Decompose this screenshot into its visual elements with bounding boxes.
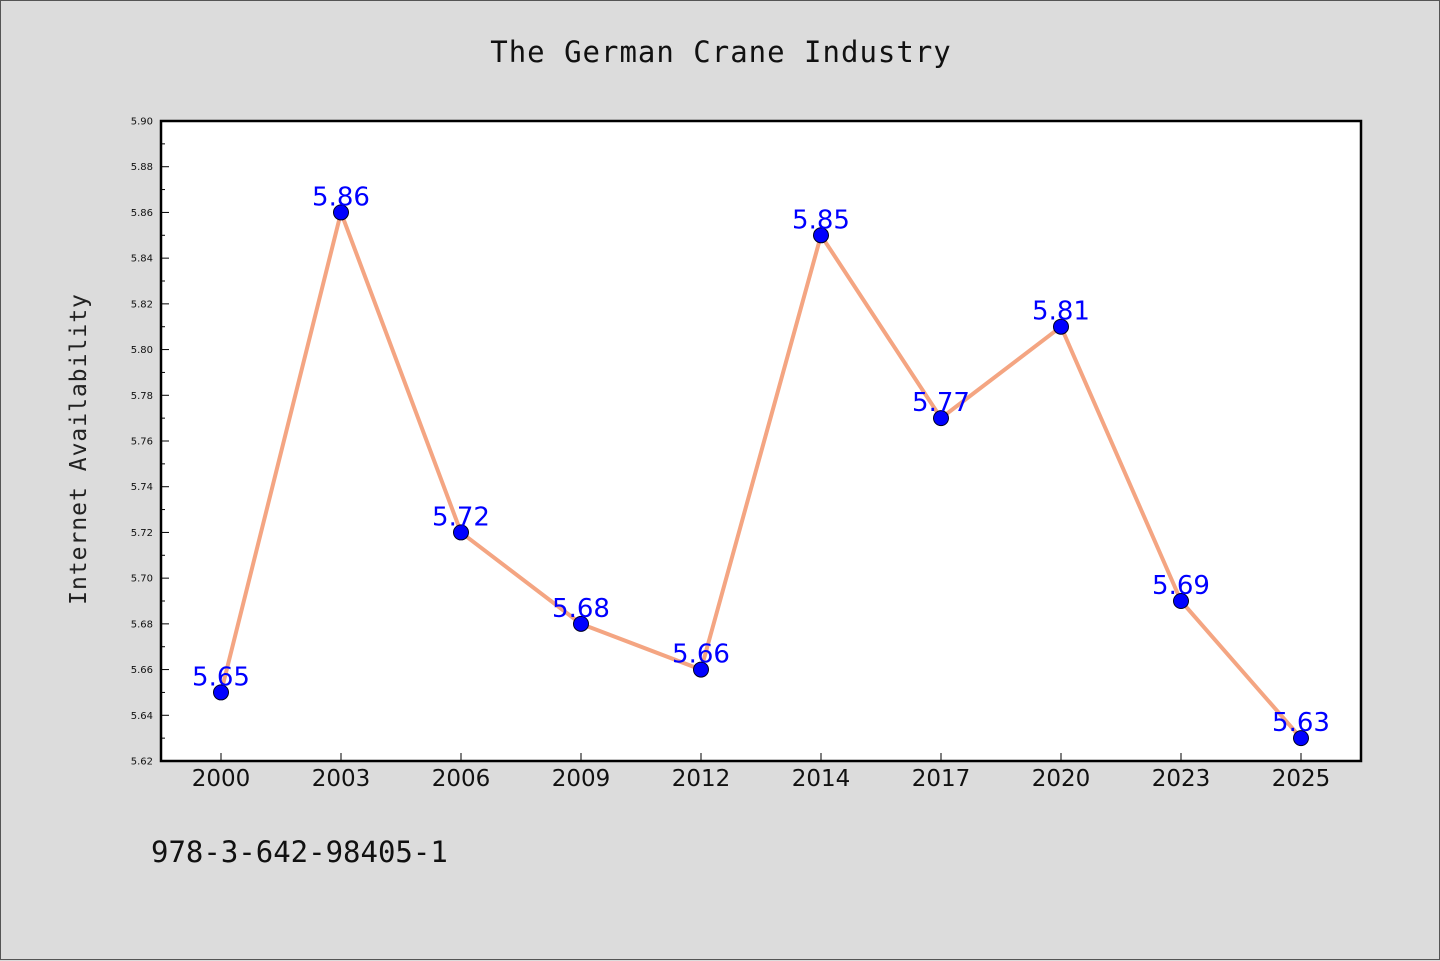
x-tick-label: 2025 (1272, 766, 1331, 792)
series-line (219, 210, 1303, 740)
data-label: 5.69 (1152, 571, 1210, 601)
y-tick-label: 5.90 (131, 117, 153, 128)
data-point (1173, 593, 1189, 609)
y-tick-label: 5.82 (131, 299, 153, 310)
data-labels: 5.65 5.86 5.72 5.68 5.66 5.85 5.77 5.81 5.69 5.63 (192, 182, 1330, 738)
x-tick-label: 2020 (1032, 766, 1091, 792)
chart-title: The German Crane Industry (490, 35, 952, 69)
y-tick-label: 5.80 (131, 345, 153, 356)
data-points (213, 204, 1309, 747)
y-axis: 5.62 5.64 5.66 5.68 5.70 5.72 5.74 5.76 5.78 5.80… (131, 117, 169, 768)
plot-frame (159, 119, 1363, 763)
y-tick-label: 5.64 (131, 711, 153, 722)
x-tick-label: 2023 (1152, 766, 1211, 792)
y-tick-label: 5.84 (131, 254, 153, 265)
y-tick-label: 5.68 (131, 619, 153, 630)
y-tick-label: 5.86 (131, 208, 153, 219)
x-tick-label: 2009 (552, 766, 611, 792)
x-axis: 2000 2003 2006 2009 2012 2014 2017 2020 2023 2025 (192, 753, 1331, 792)
data-label: 5.65 (192, 662, 250, 692)
data-label: 5.72 (432, 502, 490, 532)
data-label: 5.85 (792, 205, 850, 235)
data-point (933, 410, 949, 427)
x-tick-label: 2000 (192, 766, 251, 792)
data-point (1293, 730, 1309, 747)
footer-code: 978-3-642-98405-1 (151, 835, 448, 869)
y-tick-label: 5.78 (131, 391, 153, 402)
data-point (213, 684, 229, 701)
series (219, 210, 1303, 740)
y-tick-label: 5.88 (131, 162, 153, 173)
data-label: 5.86 (312, 182, 370, 212)
data-point (813, 227, 829, 244)
y-tick-label: 5.74 (131, 482, 153, 493)
x-tick-label: 2006 (432, 766, 491, 792)
y-tick-label: 5.66 (131, 665, 153, 676)
data-label: 5.63 (1272, 708, 1330, 738)
data-label: 5.77 (912, 388, 970, 418)
data-point (453, 524, 469, 541)
y-tick-label: 5.62 (131, 757, 153, 768)
x-tick-label: 2017 (912, 766, 971, 792)
data-point (1053, 318, 1069, 335)
data-label: 5.81 (1032, 297, 1090, 327)
x-tick-label: 2003 (312, 766, 371, 792)
data-label: 5.66 (672, 640, 730, 670)
x-tick-label: 2012 (672, 766, 731, 792)
y-tick-label: 5.70 (131, 574, 153, 585)
plot-area (161, 121, 1361, 761)
data-point (693, 661, 709, 678)
data-point (573, 615, 589, 632)
data-label: 5.68 (552, 594, 610, 624)
data-point (333, 204, 349, 221)
y-tick-label: 5.72 (131, 528, 153, 539)
x-tick-label: 2014 (792, 766, 851, 792)
y-tick-label: 5.76 (131, 437, 153, 448)
